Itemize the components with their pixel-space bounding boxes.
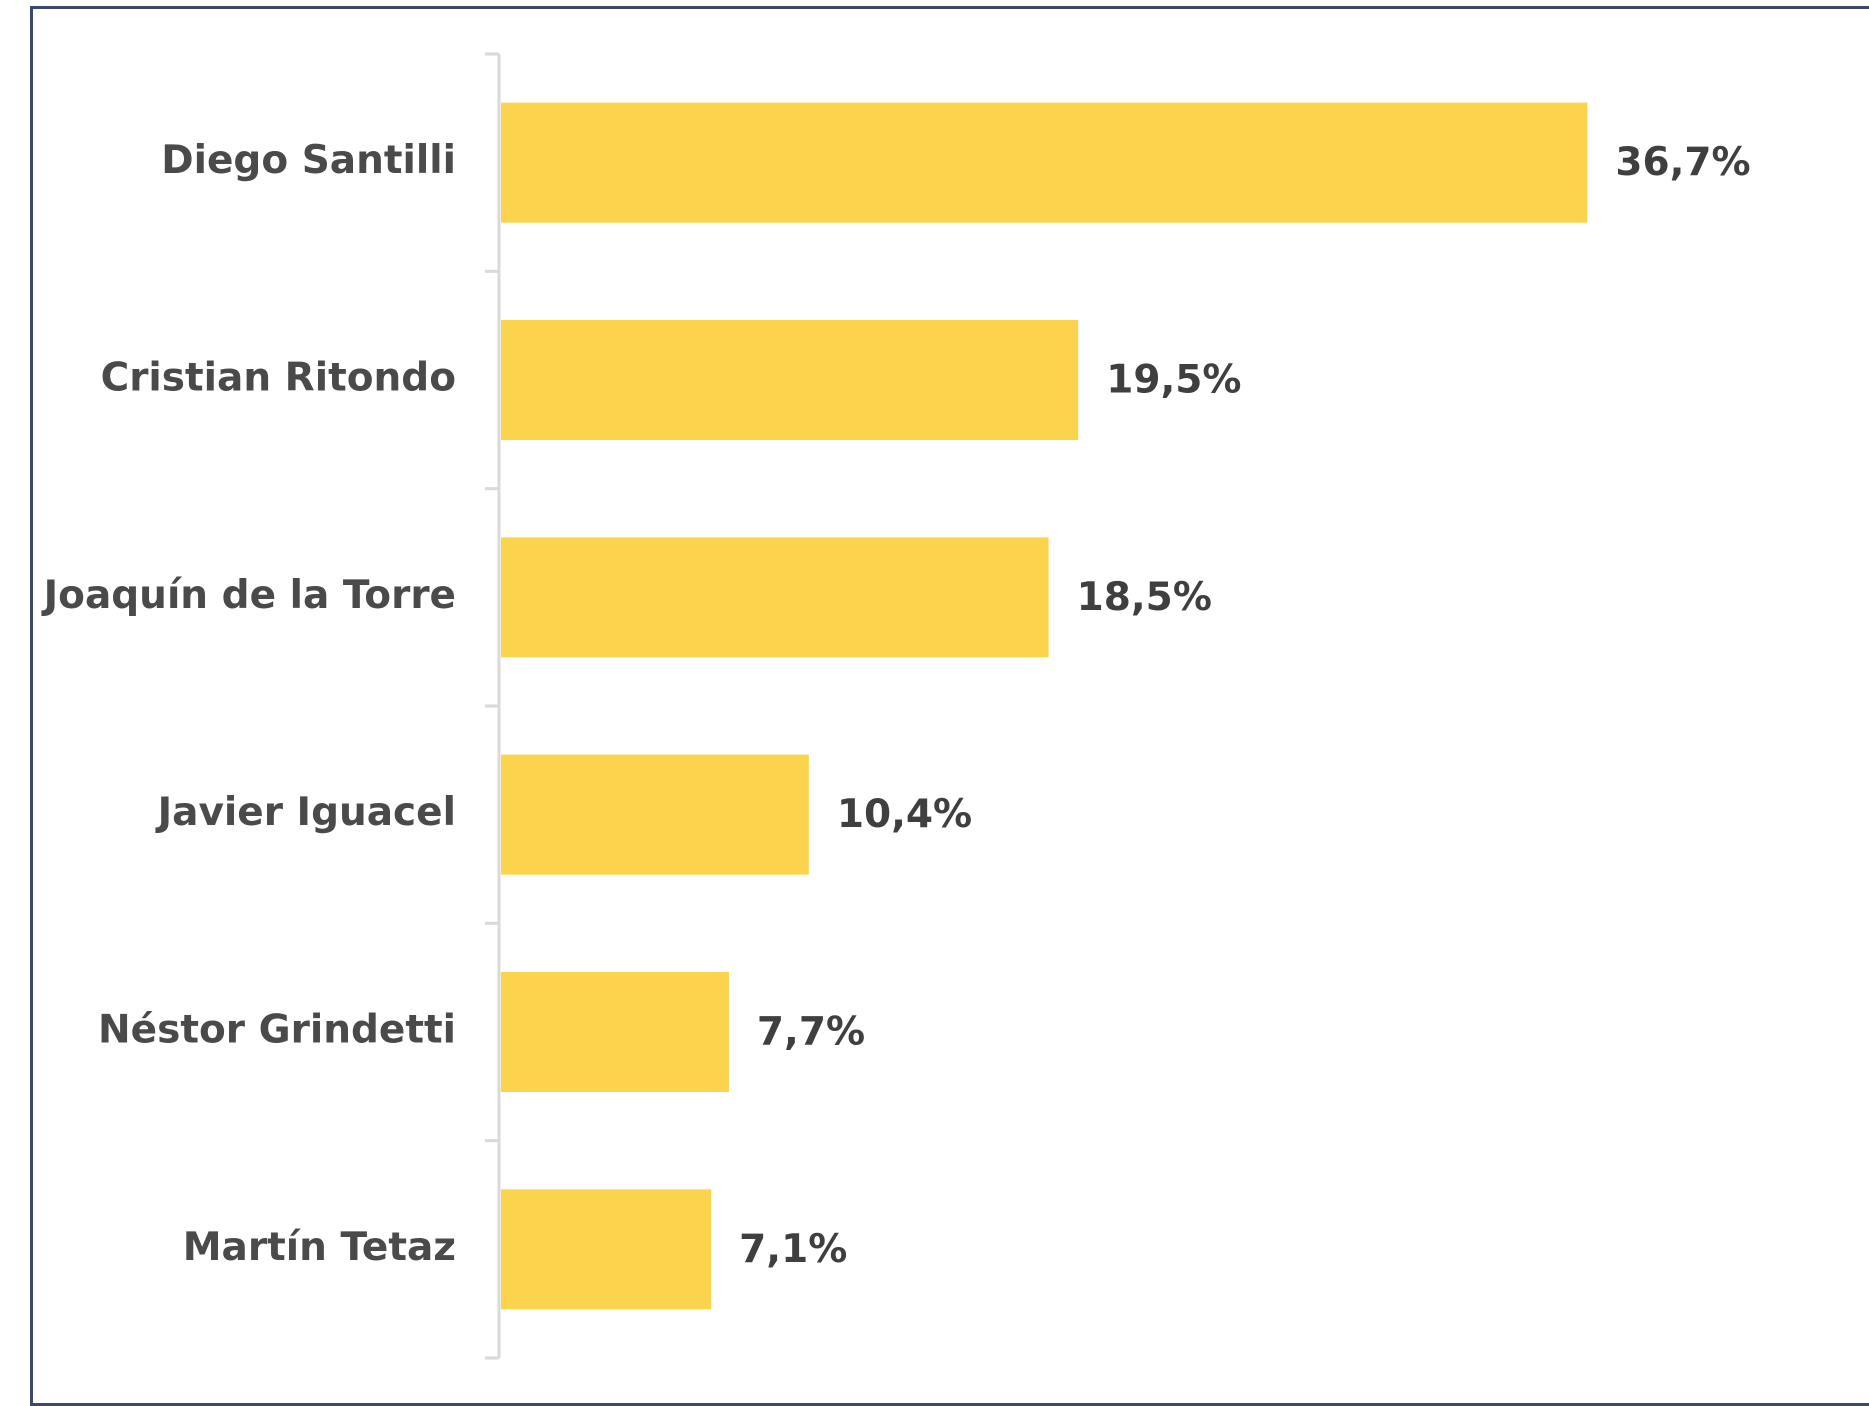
category-labels: Diego Santilli Cristian Ritondo Joaquín de… bbox=[41, 138, 456, 1270]
category-label: Cristian Ritondo bbox=[101, 356, 456, 401]
category-label: Diego Santilli bbox=[161, 138, 456, 183]
bar bbox=[501, 102, 1588, 223]
bar bbox=[501, 537, 1049, 658]
bar bbox=[501, 1189, 712, 1310]
chart-frame bbox=[30, 6, 1869, 1406]
category-label: Néstor Grindetti bbox=[98, 1008, 456, 1053]
bar-group bbox=[501, 102, 1588, 1310]
category-label: Martín Tetaz bbox=[183, 1225, 456, 1270]
category-label: Joaquín de la Torre bbox=[41, 573, 456, 618]
value-label: 7,7% bbox=[757, 1010, 865, 1055]
bar bbox=[501, 320, 1079, 440]
value-label: 10,4% bbox=[837, 792, 972, 837]
value-label: 7,1% bbox=[739, 1227, 847, 1272]
bar bbox=[501, 754, 809, 875]
category-label: Javier Iguacel bbox=[155, 790, 456, 835]
value-label: 19,5% bbox=[1106, 358, 1241, 403]
value-label: 36,7% bbox=[1615, 140, 1750, 185]
bar bbox=[501, 972, 729, 1092]
value-label: 18,5% bbox=[1077, 575, 1212, 620]
category-axis-ticks bbox=[485, 52, 499, 1360]
value-labels: 36,7% 19,5% 18,5% 10,4% 7,7% 7,1% bbox=[739, 140, 1750, 1272]
